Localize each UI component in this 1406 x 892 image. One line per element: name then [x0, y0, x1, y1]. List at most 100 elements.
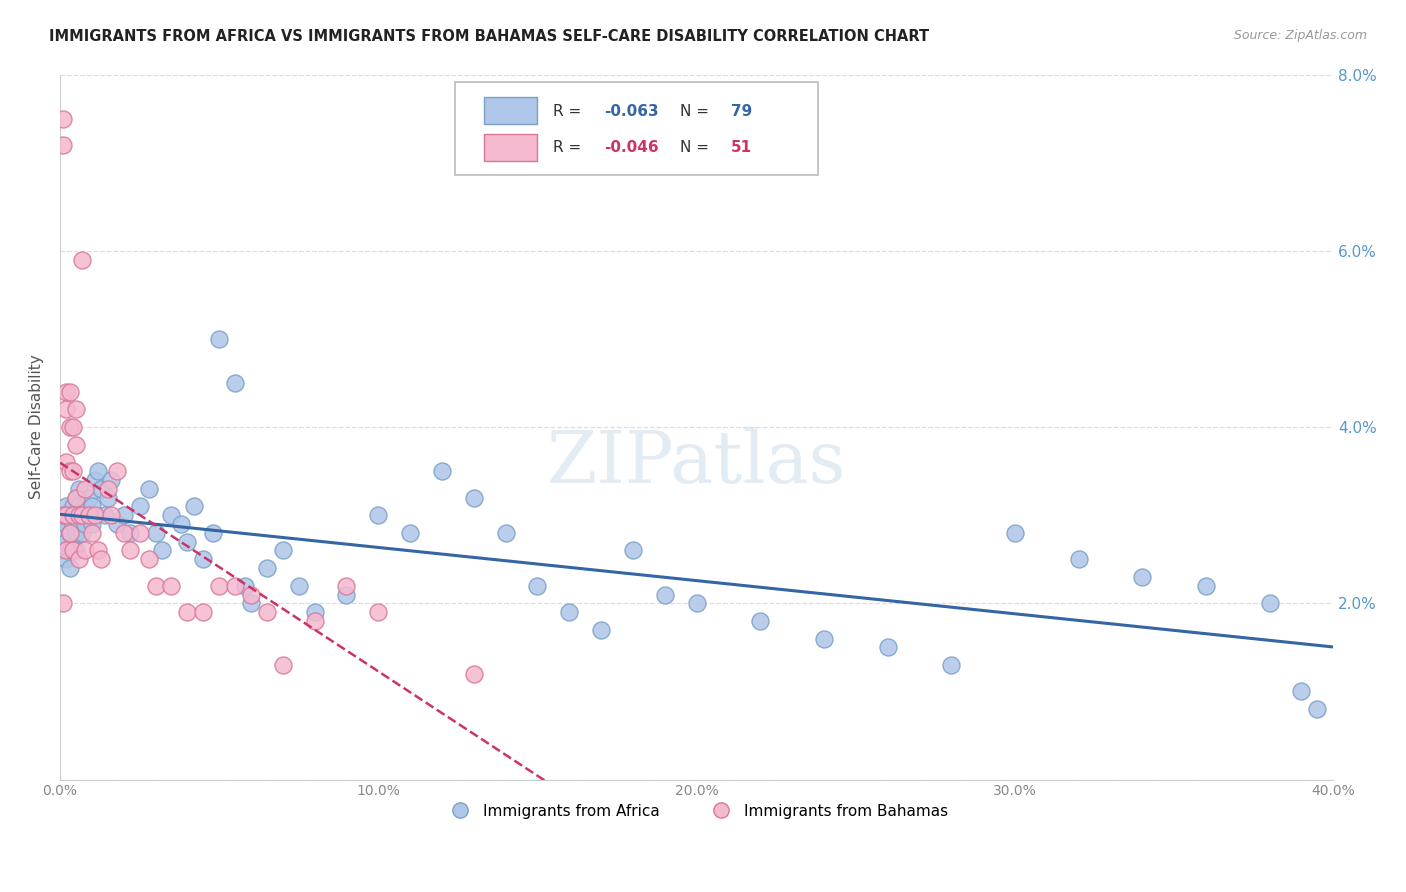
Point	[304, 605, 326, 619]
Text: R =: R =	[553, 103, 581, 119]
Point	[256, 561, 278, 575]
Point	[304, 614, 326, 628]
Point	[90, 482, 112, 496]
Point	[58, 543, 80, 558]
Point	[495, 525, 517, 540]
Point	[87, 543, 110, 558]
Point	[105, 516, 128, 531]
Point	[876, 640, 898, 655]
Text: ZIPatlas: ZIPatlas	[547, 427, 846, 498]
Point	[430, 464, 453, 478]
Point	[75, 482, 97, 496]
Point	[72, 252, 94, 267]
Point	[55, 508, 77, 523]
Point	[367, 508, 389, 523]
Text: N =: N =	[681, 103, 709, 119]
Point	[367, 605, 389, 619]
Point	[271, 543, 294, 558]
Text: -0.046: -0.046	[603, 140, 658, 155]
Point	[77, 508, 100, 523]
Point	[58, 525, 80, 540]
Point	[193, 552, 215, 566]
Point	[160, 579, 183, 593]
Point	[62, 508, 84, 523]
Point	[55, 534, 77, 549]
Point	[287, 579, 309, 593]
Text: IMMIGRANTS FROM AFRICA VS IMMIGRANTS FROM BAHAMAS SELF-CARE DISABILITY CORRELATI: IMMIGRANTS FROM AFRICA VS IMMIGRANTS FRO…	[49, 29, 929, 44]
Point	[97, 482, 120, 496]
Point	[145, 579, 167, 593]
Text: 79: 79	[731, 103, 752, 119]
Point	[87, 464, 110, 478]
Point	[52, 508, 75, 523]
Point	[93, 508, 115, 523]
Point	[240, 596, 263, 610]
Point	[224, 579, 246, 593]
Point	[62, 464, 84, 478]
Point	[654, 588, 676, 602]
FancyBboxPatch shape	[454, 82, 817, 176]
Point	[62, 500, 84, 514]
Point	[62, 516, 84, 531]
Point	[80, 525, 103, 540]
Point	[1195, 579, 1218, 593]
Point	[208, 332, 231, 346]
Point	[145, 525, 167, 540]
Point	[52, 112, 75, 126]
Point	[335, 588, 357, 602]
Point	[75, 516, 97, 531]
Point	[176, 605, 198, 619]
Point	[100, 473, 122, 487]
Point	[233, 579, 256, 593]
Point	[1067, 552, 1090, 566]
Point	[67, 482, 90, 496]
Point	[52, 138, 75, 153]
Point	[120, 543, 142, 558]
Point	[52, 543, 75, 558]
Point	[183, 500, 205, 514]
Point	[150, 543, 173, 558]
Point	[463, 491, 485, 505]
Legend: Immigrants from Africa, Immigrants from Bahamas: Immigrants from Africa, Immigrants from …	[439, 797, 955, 825]
Point	[52, 596, 75, 610]
FancyBboxPatch shape	[484, 97, 537, 124]
Point	[65, 543, 87, 558]
Point	[52, 525, 75, 540]
Point	[65, 402, 87, 417]
Point	[58, 464, 80, 478]
Point	[67, 508, 90, 523]
Point	[55, 384, 77, 399]
Text: R =: R =	[553, 140, 581, 155]
Text: N =: N =	[681, 140, 709, 155]
Point	[128, 525, 150, 540]
Point	[1258, 596, 1281, 610]
Point	[58, 525, 80, 540]
Point	[72, 508, 94, 523]
Point	[1306, 702, 1329, 716]
Point	[463, 666, 485, 681]
Point	[65, 438, 87, 452]
Point	[271, 658, 294, 673]
Point	[120, 525, 142, 540]
Point	[128, 500, 150, 514]
Point	[55, 500, 77, 514]
Point	[256, 605, 278, 619]
Point	[97, 491, 120, 505]
Point	[335, 579, 357, 593]
Point	[813, 632, 835, 646]
Point	[65, 491, 87, 505]
Point	[58, 561, 80, 575]
Point	[80, 500, 103, 514]
Point	[55, 516, 77, 531]
Point	[58, 384, 80, 399]
Point	[591, 623, 613, 637]
Point	[240, 588, 263, 602]
Point	[1130, 570, 1153, 584]
Point	[65, 508, 87, 523]
Point	[62, 534, 84, 549]
Point	[90, 552, 112, 566]
Point	[52, 508, 75, 523]
Point	[112, 508, 135, 523]
Point	[65, 491, 87, 505]
Point	[72, 525, 94, 540]
